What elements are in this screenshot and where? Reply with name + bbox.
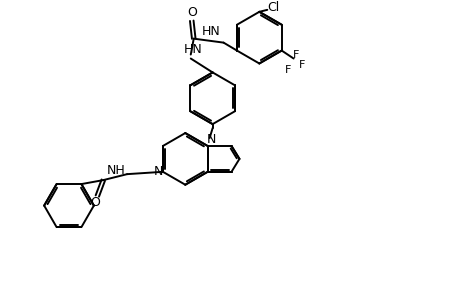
Text: N: N (207, 133, 216, 146)
Text: F: F (284, 65, 290, 75)
Text: O: O (186, 6, 196, 19)
Text: N: N (153, 165, 162, 178)
Text: HN: HN (183, 43, 202, 56)
Text: HN: HN (201, 25, 219, 38)
Text: O: O (90, 196, 100, 209)
Text: NH: NH (106, 164, 125, 177)
Text: Cl: Cl (267, 1, 279, 14)
Text: F: F (298, 61, 304, 70)
Text: F: F (292, 50, 298, 59)
